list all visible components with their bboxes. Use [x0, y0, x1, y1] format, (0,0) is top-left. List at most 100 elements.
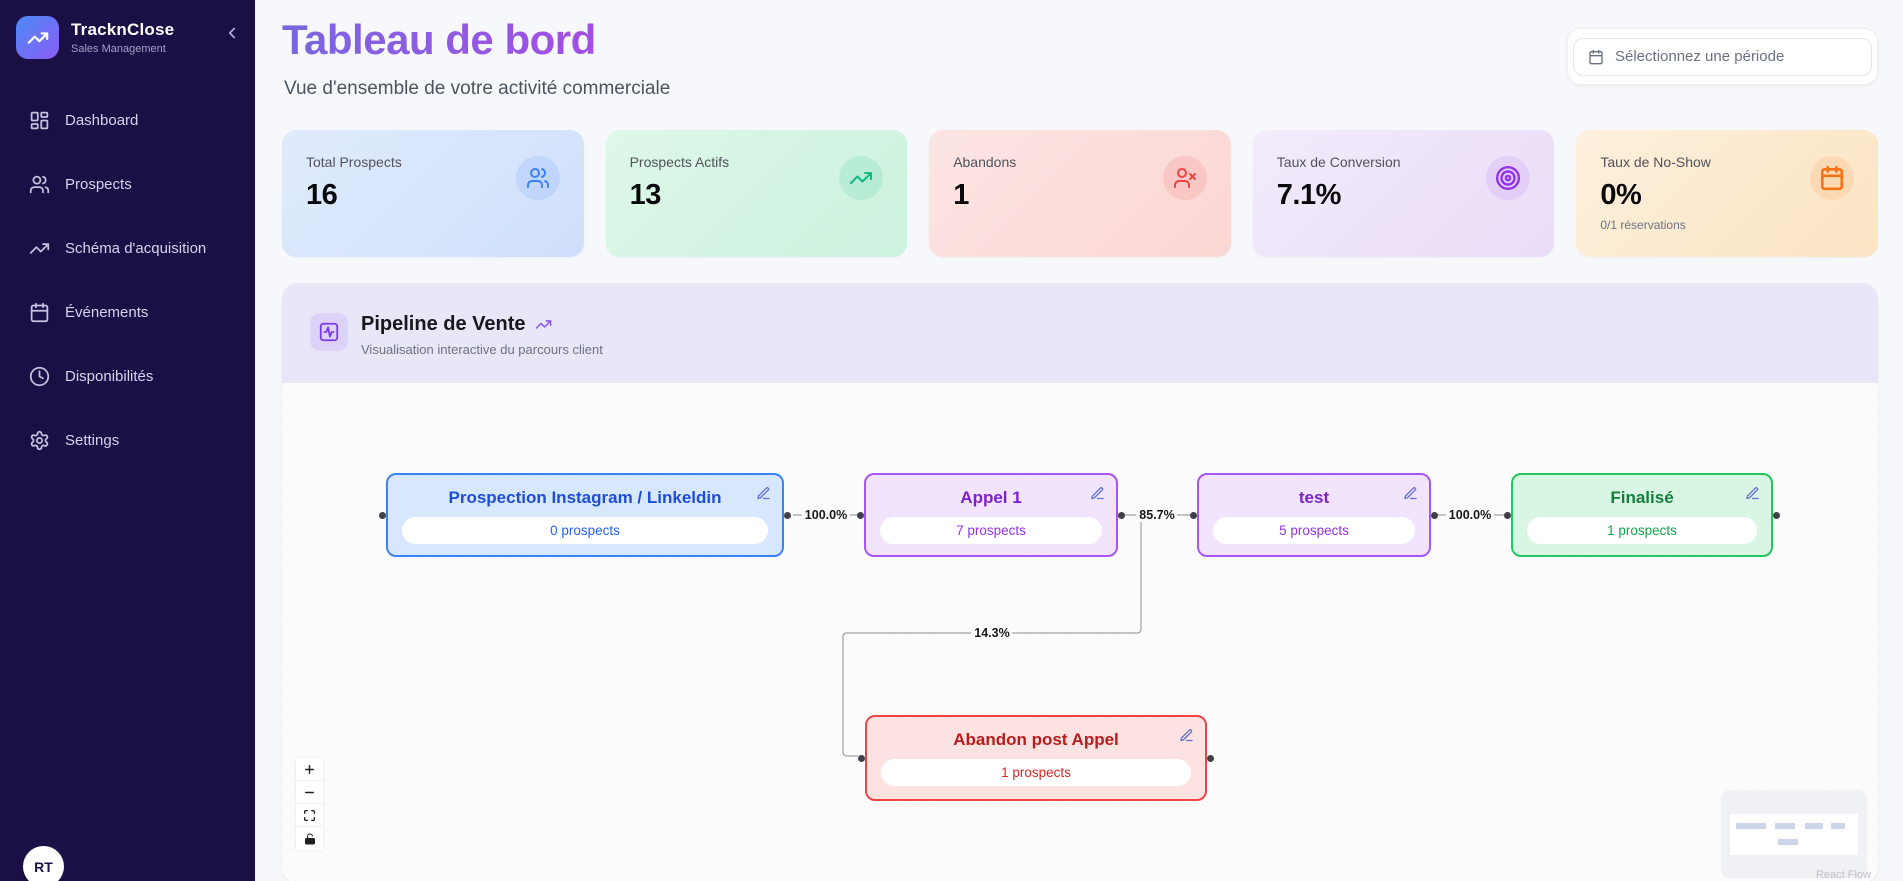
- period-selector-button[interactable]: Sélectionnez une période: [1573, 37, 1872, 76]
- activity-icon: [310, 313, 348, 351]
- unlock-icon: [304, 833, 316, 845]
- node-prospect-count: 7 prospects: [880, 517, 1102, 544]
- stat-card-taux-no-show: Taux de No-Show 0% 0/1 réservations: [1576, 130, 1878, 257]
- main-content: Tableau de bord Vue d'ensemble de votre …: [255, 0, 1903, 881]
- brand-logo: [16, 16, 59, 59]
- node-prospect-count: 5 prospects: [1213, 517, 1415, 544]
- chevron-left-icon: [223, 24, 241, 42]
- stat-card-abandons: Abandons 1: [929, 130, 1231, 257]
- flow-node-appel-1[interactable]: Appel 1 7 prospects: [857, 473, 1125, 557]
- edit-pencil-icon[interactable]: [1745, 486, 1760, 501]
- stat-label: Taux de No-Show: [1600, 154, 1711, 170]
- layout-dashboard-icon: [29, 110, 50, 131]
- sidebar-item-dashboard[interactable]: Dashboard: [12, 100, 243, 140]
- sidebar-item-prospects[interactable]: Prospects: [12, 164, 243, 204]
- edge-label: 14.3%: [971, 626, 1013, 640]
- calendar-icon: [1809, 156, 1854, 200]
- calendar-icon: [1588, 49, 1604, 65]
- edit-pencil-icon[interactable]: [756, 486, 771, 501]
- maximize-icon: [303, 809, 316, 822]
- flow-minimap[interactable]: [1722, 791, 1866, 877]
- brand-tagline: Sales Management: [71, 43, 166, 55]
- node-handle[interactable]: [1190, 511, 1197, 519]
- edit-pencil-icon[interactable]: [1090, 486, 1105, 501]
- flow-node-prospection[interactable]: Prospection Instagram / Linkeldin 0 pros…: [379, 473, 791, 557]
- sidebar-item-label: Prospects: [65, 175, 132, 193]
- node-title: Appel 1: [960, 488, 1022, 507]
- edit-pencil-icon[interactable]: [1403, 486, 1418, 501]
- node-prospect-count: 1 prospects: [881, 759, 1191, 786]
- user-avatar[interactable]: RT: [23, 846, 64, 881]
- flow-canvas[interactable]: Prospection Instagram / Linkeldin 0 pros…: [282, 383, 1878, 881]
- calendar-icon: [29, 302, 50, 323]
- flow-node-abandon-post-appel[interactable]: Abandon post Appel 1 prospects: [858, 715, 1214, 801]
- node-handle[interactable]: [1207, 754, 1214, 762]
- sidebar: TracknClose Sales Management Dashboard P…: [0, 0, 255, 881]
- node-handle[interactable]: [1773, 511, 1780, 519]
- sidebar-item-settings[interactable]: Settings: [12, 420, 243, 460]
- period-selector-card: Sélectionnez une période: [1567, 28, 1878, 85]
- stat-value: 1: [953, 179, 969, 211]
- pipeline-title: Pipeline de Vente: [361, 313, 603, 336]
- flow-node-finalise[interactable]: Finalisé 1 prospects: [1504, 473, 1780, 557]
- stat-label: Total Prospects: [306, 154, 402, 170]
- gear-icon: [29, 430, 50, 451]
- node-handle[interactable]: [858, 754, 865, 762]
- sidebar-item-evenements[interactable]: Événements: [12, 292, 243, 332]
- flow-node-test[interactable]: test 5 prospects: [1190, 473, 1438, 557]
- zoom-in-button[interactable]: [296, 758, 323, 781]
- stat-subtext: 0/1 réservations: [1600, 218, 1686, 232]
- target-icon: [1486, 156, 1531, 200]
- sidebar-item-label: Dashboard: [65, 111, 139, 129]
- minimap-node: [1736, 823, 1766, 829]
- fit-view-button[interactable]: [296, 804, 323, 827]
- sidebar-collapse-button[interactable]: [223, 24, 241, 42]
- pipeline-subtitle: Visualisation interactive du parcours cl…: [361, 342, 603, 357]
- react-flow-attribution: React Flow: [1815, 869, 1871, 881]
- node-handle[interactable]: [1504, 511, 1511, 519]
- minimap-node: [1775, 823, 1795, 829]
- brand-name: TracknClose: [71, 20, 175, 39]
- users-icon: [515, 156, 560, 200]
- stats-row: Total Prospects 16 Prospects Actifs 13 A…: [282, 130, 1878, 257]
- node-title: Abandon post Appel: [953, 730, 1119, 749]
- stat-card-taux-conversion: Taux de Conversion 7.1%: [1252, 130, 1555, 257]
- node-title: Prospection Instagram / Linkeldin: [448, 488, 722, 507]
- stat-value: 0%: [1600, 179, 1642, 211]
- sidebar-item-label: Settings: [65, 431, 120, 449]
- edit-pencil-icon[interactable]: [1179, 728, 1194, 743]
- trending-up-icon: [839, 156, 884, 200]
- sidebar-item-label: Disponibilités: [65, 367, 154, 385]
- node-prospect-count: 1 prospects: [1527, 517, 1757, 544]
- minus-icon: [303, 786, 316, 799]
- pipeline-header: Pipeline de Vente Visualisation interact…: [282, 283, 1878, 383]
- node-handle[interactable]: [1118, 511, 1125, 519]
- sidebar-item-schema-acquisition[interactable]: Schéma d'acquisition: [12, 228, 243, 268]
- sidebar-item-label: Schéma d'acquisition: [65, 239, 207, 257]
- users-icon: [29, 174, 50, 195]
- sidebar-item-disponibilites[interactable]: Disponibilités: [12, 356, 243, 396]
- node-handle[interactable]: [379, 511, 386, 519]
- edge-label: 100.0%: [801, 508, 851, 522]
- sidebar-item-label: Événements: [65, 303, 149, 321]
- lock-toggle-button[interactable]: [296, 827, 323, 850]
- edge-label: 100.0%: [1445, 508, 1495, 522]
- node-title: Finalisé: [1610, 488, 1674, 507]
- user-x-icon: [1162, 156, 1207, 200]
- trending-up-icon: [27, 27, 49, 49]
- minimap-node: [1805, 823, 1823, 829]
- page-subtitle: Vue d'ensemble de votre activité commerc…: [284, 78, 671, 99]
- node-handle[interactable]: [1431, 511, 1438, 519]
- zoom-out-button[interactable]: [296, 781, 323, 804]
- stat-label: Prospects Actifs: [629, 154, 730, 170]
- stat-label: Abandons: [953, 154, 1017, 170]
- stat-card-total-prospects: Total Prospects 16: [282, 130, 584, 257]
- node-handle[interactable]: [857, 511, 864, 519]
- node-handle[interactable]: [784, 511, 791, 519]
- stat-card-prospects-actifs: Prospects Actifs 13: [605, 130, 908, 257]
- sidebar-nav: Dashboard Prospects Schéma d'acquisition…: [0, 100, 255, 460]
- trending-up-icon: [535, 316, 552, 333]
- minimap-node: [1831, 823, 1845, 829]
- pipeline-card: Pipeline de Vente Visualisation interact…: [282, 283, 1878, 881]
- page-title: Tableau de bord: [282, 16, 596, 63]
